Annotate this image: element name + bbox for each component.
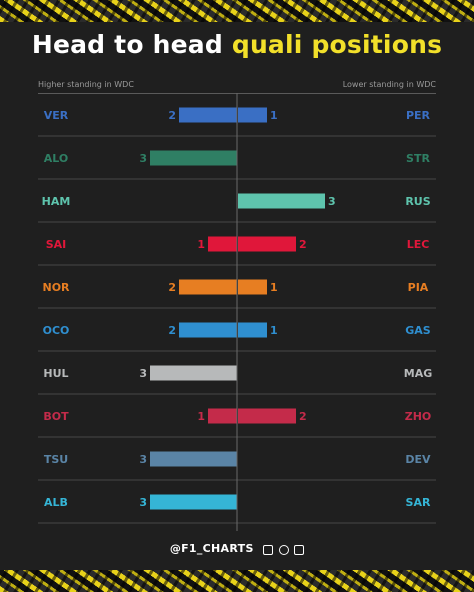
driver-label-left: BOT <box>43 410 69 423</box>
driver-label-right: SAR <box>406 496 431 509</box>
value-label-right: 1 <box>270 281 278 294</box>
bar-left <box>150 494 237 510</box>
bar-left <box>208 236 237 252</box>
value-label-left: 2 <box>168 281 176 294</box>
value-label-left: 3 <box>139 152 147 165</box>
bar-left <box>150 365 237 381</box>
social-icons <box>261 543 305 556</box>
instagram-icon <box>263 544 274 555</box>
facebook-icon <box>294 544 305 555</box>
value-label-right: 2 <box>299 410 307 423</box>
title-main: Head to head <box>31 30 223 59</box>
driver-label-left: VER <box>44 109 69 122</box>
bottom-decorative-border <box>0 570 474 592</box>
bar-left <box>179 107 237 123</box>
driver-label-right: LEC <box>407 238 430 251</box>
value-label-right: 3 <box>328 195 336 208</box>
top-decorative-border <box>0 0 474 22</box>
bar-right <box>238 193 325 209</box>
bar-right <box>238 107 267 123</box>
driver-label-left: HUL <box>43 367 68 380</box>
value-label-left: 1 <box>197 238 205 251</box>
bar-right <box>238 408 296 424</box>
threads-icon <box>278 544 289 555</box>
driver-label-right: PER <box>406 109 431 122</box>
bar-left <box>150 150 237 166</box>
value-label-left: 3 <box>139 496 147 509</box>
driver-label-left: TSU <box>44 453 68 466</box>
driver-label-left: ALB <box>44 496 68 509</box>
value-label-left: 3 <box>139 453 147 466</box>
value-label-left: 2 <box>168 324 176 337</box>
title-highlight: quali positions <box>231 30 443 59</box>
value-label-left: 1 <box>197 410 205 423</box>
chart-title: Head to head quali positions <box>0 30 474 59</box>
footer: @F1_CHARTS <box>0 542 474 556</box>
driver-label-left: NOR <box>42 281 70 294</box>
driver-label-right: GAS <box>405 324 431 337</box>
driver-label-right: PIA <box>408 281 429 294</box>
bar-right <box>238 322 267 338</box>
footer-brand: @F1_CHARTS <box>169 542 254 555</box>
driver-label-right: RUS <box>405 195 430 208</box>
driver-label-right: MAG <box>404 367 433 380</box>
driver-label-left: OCO <box>43 324 70 337</box>
bar-left <box>179 322 237 338</box>
driver-label-left: ALO <box>44 152 68 165</box>
value-label-right: 2 <box>299 238 307 251</box>
driver-label-left: HAM <box>42 195 71 208</box>
bar-right <box>238 236 296 252</box>
bar-left <box>179 279 237 295</box>
value-label-right: 1 <box>270 109 278 122</box>
bar-right <box>238 279 267 295</box>
bar-left <box>208 408 237 424</box>
value-label-left: 3 <box>139 367 147 380</box>
driver-label-right: DEV <box>405 453 431 466</box>
driver-label-right: ZHO <box>405 410 432 423</box>
driver-label-right: STR <box>406 152 430 165</box>
right-side-label: Lower standing in WDC <box>342 80 436 89</box>
value-label-right: 1 <box>270 324 278 337</box>
driver-label-left: SAI <box>46 238 67 251</box>
left-side-label: Higher standing in WDC <box>38 80 134 89</box>
value-label-left: 2 <box>168 109 176 122</box>
bar-left <box>150 451 237 467</box>
